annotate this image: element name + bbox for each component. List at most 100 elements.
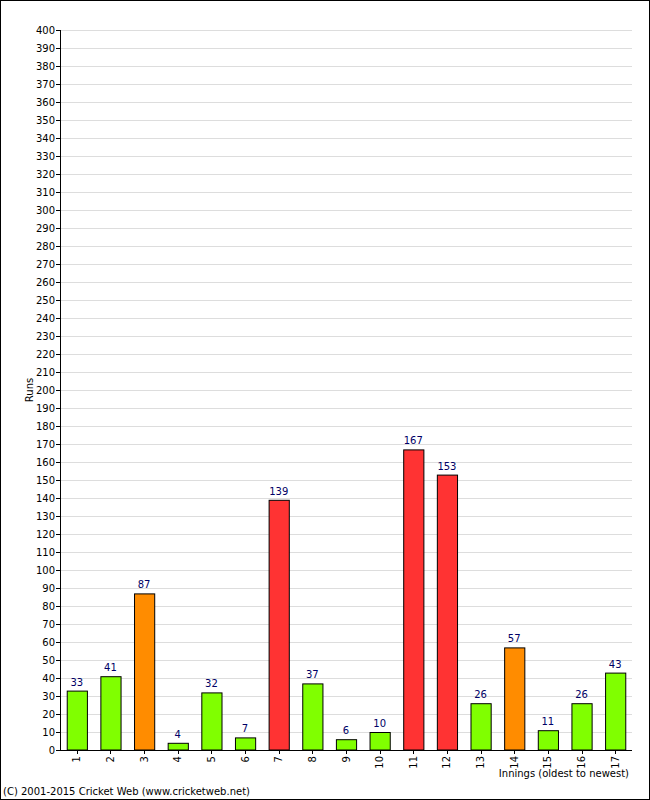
x-tick-label: 10: [374, 756, 385, 769]
grid-line: [60, 354, 632, 355]
tick-mark: [56, 390, 60, 391]
bars: [67, 450, 626, 750]
grid-line: [60, 372, 632, 373]
grid-line: [60, 174, 632, 175]
tick-mark: [56, 264, 60, 265]
tick-label: 90: [42, 583, 55, 594]
tick-label: 180: [36, 421, 55, 432]
annotation: (C) 2001-2015 Cricket Web (www.cricketwe…: [3, 786, 250, 797]
bar: [437, 475, 457, 750]
bar: [538, 731, 558, 750]
tick-mark: [56, 714, 60, 715]
bar: [404, 450, 424, 750]
grid-line: [60, 84, 632, 85]
tick-label: 40: [42, 673, 55, 684]
data-label: 32: [205, 678, 218, 689]
x-ticks: 1234567891011121314151617: [71, 750, 620, 769]
x-tick-label: 7: [273, 756, 284, 762]
data-label: 11: [542, 716, 555, 727]
data-label: 26: [575, 689, 588, 700]
grid-line: [60, 300, 632, 301]
grid-line: [60, 228, 632, 229]
tick-mark: [56, 48, 60, 49]
bar: [606, 673, 626, 750]
tick-mark: [56, 30, 60, 31]
tick-mark: [56, 174, 60, 175]
data-label: 7: [242, 723, 248, 734]
x-tick-mark: [312, 750, 313, 754]
tick-label: 270: [36, 259, 55, 270]
grid-line: [60, 102, 632, 103]
grid-line: [60, 192, 632, 193]
bar: [202, 693, 222, 750]
tick-mark: [56, 624, 60, 625]
x-tick-label: 2: [105, 756, 116, 762]
grid-line: [60, 318, 632, 319]
bar: [67, 691, 87, 750]
data-label: 6: [343, 725, 349, 736]
tick-label: 250: [36, 295, 55, 306]
tick-mark: [56, 588, 60, 589]
tick-mark: [56, 66, 60, 67]
x-tick-label: 5: [206, 756, 217, 762]
x-tick-mark: [548, 750, 549, 754]
tick-mark: [56, 444, 60, 445]
x-tick-label: 6: [240, 756, 251, 762]
x-tick-mark: [110, 750, 111, 754]
tick-label: 130: [36, 511, 55, 522]
data-label: 87: [138, 579, 151, 590]
y-axis-label: Runs: [24, 378, 35, 402]
tick-mark: [56, 750, 60, 751]
tick-mark: [56, 606, 60, 607]
bar: [303, 684, 323, 750]
data-label: 33: [70, 677, 83, 688]
grid-line: [60, 264, 632, 265]
x-tick-label: 17: [610, 756, 621, 769]
x-tick-label: 16: [576, 756, 587, 769]
x-tick-mark: [178, 750, 179, 754]
x-tick-mark: [380, 750, 381, 754]
tick-label: 80: [42, 601, 55, 612]
tick-label: 30: [42, 691, 55, 702]
tick-mark: [56, 336, 60, 337]
tick-label: 400: [36, 25, 55, 36]
tick-mark: [56, 462, 60, 463]
tick-mark: [56, 642, 60, 643]
tick-mark: [56, 282, 60, 283]
tick-label: 200: [36, 385, 55, 396]
grid-line: [60, 282, 632, 283]
tick-label: 310: [36, 187, 55, 198]
x-tick-mark: [582, 750, 583, 754]
tick-label: 260: [36, 277, 55, 288]
y-ticks: 0102030405060708090100110120130140150160…: [36, 25, 60, 756]
tick-mark: [56, 84, 60, 85]
tick-mark: [56, 318, 60, 319]
data-label: 4: [175, 729, 181, 740]
grid-line: [60, 444, 632, 445]
grid-line: [60, 30, 632, 31]
tick-label: 140: [36, 493, 55, 504]
tick-mark: [56, 138, 60, 139]
tick-label: 230: [36, 331, 55, 342]
x-tick-mark: [245, 750, 246, 754]
grid-line: [60, 390, 632, 391]
tick-mark: [56, 156, 60, 157]
tick-mark: [56, 552, 60, 553]
data-label: 153: [437, 461, 456, 472]
grid-line: [60, 336, 632, 337]
grid-line: [60, 480, 632, 481]
tick-mark: [56, 534, 60, 535]
tick-label: 360: [36, 97, 55, 108]
grid-line: [60, 138, 632, 139]
grid-line: [60, 570, 632, 571]
tick-label: 390: [36, 43, 55, 54]
grid-line: [60, 48, 632, 49]
tick-mark: [56, 120, 60, 121]
grid-line: [60, 156, 632, 157]
x-tick-label: 4: [172, 756, 183, 762]
x-tick-label: 14: [509, 756, 520, 769]
tick-mark: [56, 372, 60, 373]
grid-line: [60, 498, 632, 499]
x-tick-mark: [346, 750, 347, 754]
data-label: 41: [104, 662, 117, 673]
